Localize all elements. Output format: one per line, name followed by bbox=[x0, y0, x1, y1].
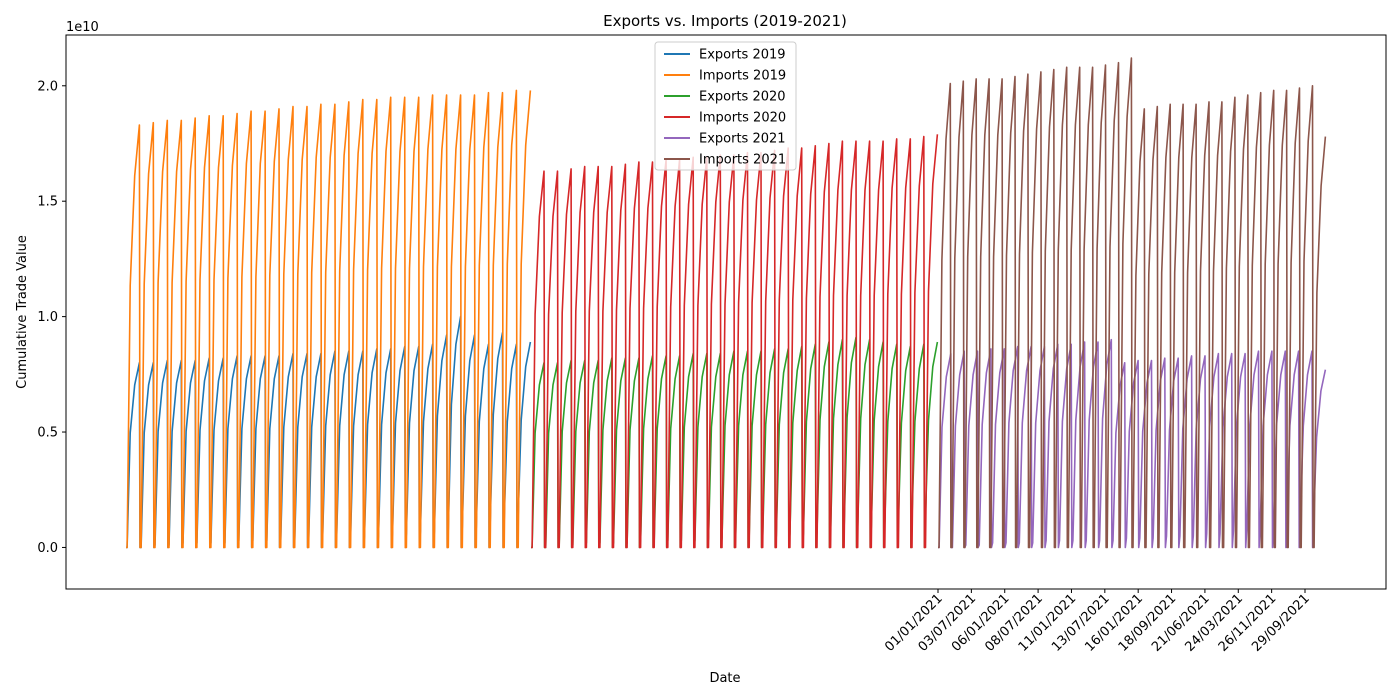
legend-label: Imports 2020 bbox=[699, 111, 786, 126]
legend: Exports 2019 Imports 2019 Exports 2020 Impo… bbox=[654, 41, 797, 171]
legend-label: Exports 2019 bbox=[699, 48, 786, 63]
legend-label: Exports 2020 bbox=[699, 90, 786, 105]
y-tick-label: 0.0 bbox=[37, 541, 58, 556]
series-layer bbox=[126, 57, 1327, 549]
legend-label: Imports 2019 bbox=[699, 69, 786, 84]
y-axis-label: Cumulative Trade Value bbox=[15, 235, 30, 389]
y-tick-label: 1.5 bbox=[37, 195, 58, 210]
y-tick-label: 1.0 bbox=[37, 310, 58, 325]
x-axis: 01/01/202103/07/202106/01/202108/07/2021… bbox=[882, 589, 1313, 655]
y-tick-label: 0.5 bbox=[37, 426, 58, 441]
y-offset-label: 1e10 bbox=[66, 20, 99, 35]
series-line-2 bbox=[126, 89, 532, 549]
series-line-4 bbox=[531, 134, 939, 549]
legend-label: Exports 2021 bbox=[699, 132, 786, 147]
y-tick-label: 2.0 bbox=[37, 79, 58, 94]
legend-box bbox=[654, 41, 797, 171]
series-line-5 bbox=[938, 338, 1327, 549]
y-axis: 0.0 0.5 1.0 1.5 2.0 bbox=[37, 79, 66, 556]
series-line-6 bbox=[938, 57, 1327, 549]
legend-label: Imports 2021 bbox=[699, 153, 786, 168]
chart-title: Exports vs. Imports (2019-2021) bbox=[603, 12, 847, 30]
x-axis-label: Date bbox=[709, 671, 740, 686]
